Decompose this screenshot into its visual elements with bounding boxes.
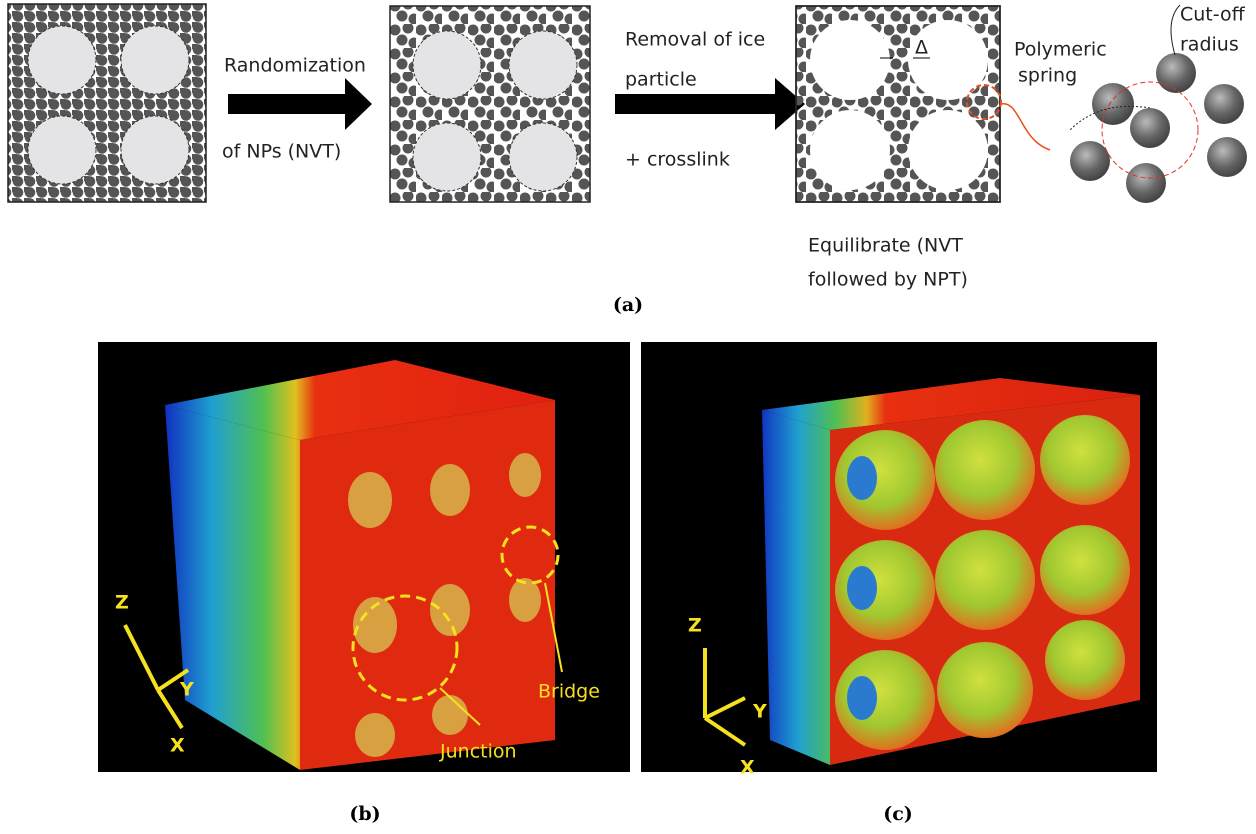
ice xyxy=(509,123,577,191)
ice xyxy=(28,26,96,94)
caption: (a) xyxy=(613,294,643,316)
figure: Randomization of NPs (NVT) Removal of ic… xyxy=(0,0,1256,834)
step-label: Removal of ice xyxy=(625,29,765,51)
spring-label: spring xyxy=(1018,65,1077,87)
ice xyxy=(413,31,481,99)
axis-label: Y xyxy=(752,701,767,723)
delta-label: Δ xyxy=(915,37,928,59)
np xyxy=(1070,141,1110,181)
axis-label: Z xyxy=(688,615,702,637)
sphere xyxy=(1040,525,1130,615)
annotation: Junction xyxy=(439,741,517,763)
sphere xyxy=(935,420,1035,520)
hole xyxy=(432,695,468,735)
axis-label: Y xyxy=(179,679,194,701)
step-label: Equilibrate (NVT xyxy=(808,235,963,257)
cutoff-label: radius xyxy=(1180,34,1239,56)
np xyxy=(1204,84,1244,124)
hole xyxy=(430,464,470,516)
ice xyxy=(121,26,189,94)
axis-label: Z xyxy=(115,592,129,614)
axis-label: X xyxy=(740,757,755,779)
pore xyxy=(908,110,988,190)
sphere xyxy=(1045,620,1125,700)
np xyxy=(1092,83,1134,125)
sphere xyxy=(937,642,1033,738)
ice xyxy=(28,116,96,184)
np xyxy=(1130,108,1170,148)
pore xyxy=(810,20,890,100)
step-label: particle xyxy=(625,69,697,91)
axis-label: X xyxy=(170,735,185,757)
hole xyxy=(509,453,541,497)
hole xyxy=(348,472,392,528)
np xyxy=(1126,163,1166,203)
panel-c: Z Y X (c) xyxy=(641,342,1157,825)
ice xyxy=(509,31,577,99)
arrow xyxy=(228,78,372,130)
panel-a: Randomization of NPs (NVT) Removal of ic… xyxy=(8,4,1247,317)
np xyxy=(1156,53,1196,93)
ice xyxy=(413,123,481,191)
caption: (b) xyxy=(349,803,380,825)
step-label: + crosslink xyxy=(625,149,730,171)
cutoff-pointer xyxy=(1171,5,1180,55)
pore xyxy=(908,20,988,100)
spheres xyxy=(835,415,1130,750)
sphere xyxy=(935,530,1035,630)
pore xyxy=(847,566,877,610)
zoom-line xyxy=(1001,104,1050,150)
pore xyxy=(810,110,890,190)
pore xyxy=(847,676,877,720)
hole xyxy=(430,584,470,636)
hole xyxy=(509,578,541,622)
spring-label: Polymeric xyxy=(1014,39,1107,61)
cube-side xyxy=(762,410,830,765)
ice xyxy=(121,116,189,184)
sphere xyxy=(1040,415,1130,505)
hole xyxy=(355,713,395,757)
np xyxy=(1207,137,1247,177)
cutoff-label: Cut-off xyxy=(1180,4,1246,26)
step-label: followed by NPT) xyxy=(808,269,968,291)
step-label: Randomization xyxy=(224,55,366,77)
pore xyxy=(847,456,877,500)
panel-b: Bridge Junction Z Y X (b) xyxy=(98,342,630,825)
annotation: Bridge xyxy=(538,681,600,703)
step-label: of NPs (NVT) xyxy=(222,141,341,163)
spring-schematic: Polymeric spring Cut-off radius xyxy=(1014,4,1247,204)
caption: (c) xyxy=(883,803,913,825)
